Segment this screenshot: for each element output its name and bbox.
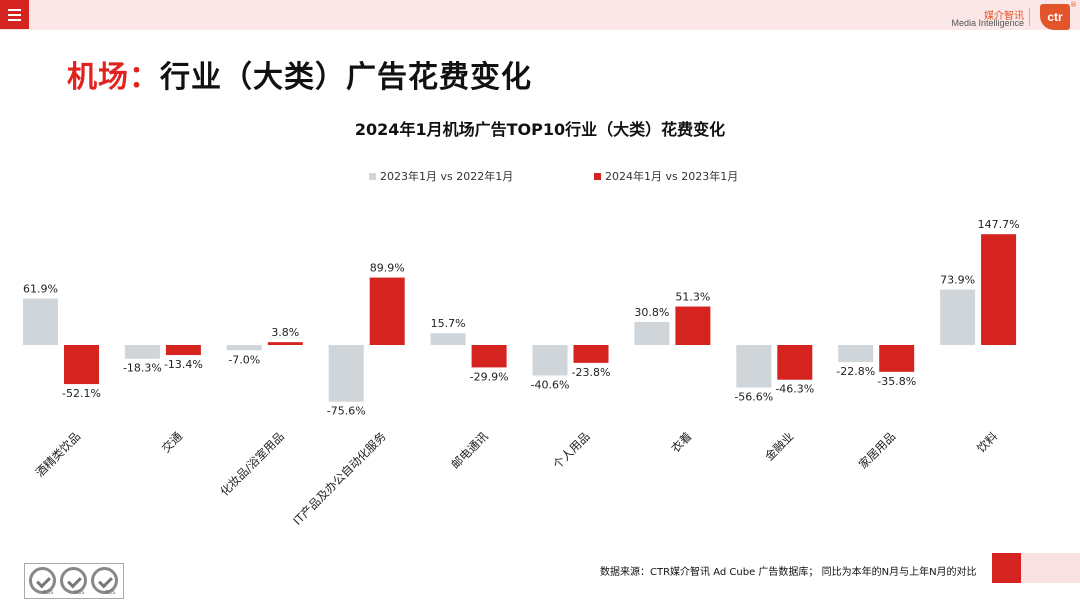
data-label-1-0: 61.9% [23,283,58,296]
sgs-certification-logos: SGS SGS SGS [24,563,124,599]
legend-swatch-red [594,172,601,180]
sgs-check-icon [29,567,56,594]
logo-registered-mark: ® [1070,1,1077,9]
page-title-rest: 行业（大类）广告花费变化 [160,60,532,95]
sgs-label: SGS [74,590,85,596]
category-label-2: 化妆品/浴室用品 [217,429,287,499]
data-label-2-7: -46.3% [775,383,814,396]
sgs-check-icon [91,567,118,594]
footer-accent-red [992,553,1021,583]
data-label-2-6: 51.3% [675,291,710,304]
chart-title: 2024年1月机场广告TOP10行业（大类）花费变化 [354,120,726,139]
data-label-1-2: -7.0% [228,353,260,366]
bar-2-3 [369,277,405,345]
bar-1-5 [532,345,568,376]
bar-2-8 [879,345,915,372]
data-label-2-9: 147.7% [978,218,1020,231]
ctr-logo: 媒介智讯 Media Intelligence ctr ® [945,1,1077,30]
data-label-1-1: -18.3% [123,362,162,375]
sgs-label: SGS [105,590,116,596]
data-label-2-4: -29.9% [470,370,509,383]
data-label-1-9: 73.9% [940,274,975,287]
data-label-2-8: -35.8% [877,375,916,388]
page-title: 机场：行业（大类）广告花费变化 [67,52,532,96]
top-bar [0,0,1080,30]
sgs-check-icon [60,567,87,594]
bar-2-1 [165,345,201,356]
bar-2-4 [471,345,507,368]
bar-1-3 [328,345,364,402]
legend-item-series-2: 2024年1月 vs 2023年1月 [594,168,738,184]
bar-2-9 [981,234,1017,345]
data-label-2-5: -23.8% [572,366,611,379]
bar-1-9 [940,289,976,345]
bar-2-2 [267,342,303,345]
legend-item-series-1: 2023年1月 vs 2022年1月 [369,168,513,184]
category-label-7: 金融业 [762,429,796,463]
menu-icon-line [8,9,21,11]
bar-1-1 [124,345,160,359]
bar-2-0 [64,345,99,385]
menu-icon-line [8,14,21,16]
menu-button[interactable] [0,0,29,29]
data-label-1-7: -56.6% [734,390,773,403]
legend-label-series-2: 2024年1月 vs 2023年1月 [605,170,739,183]
legend-swatch-gray [369,172,376,180]
category-label-4: 邮电通讯 [448,429,491,472]
bar-1-8 [838,345,874,363]
data-label-1-6: 30.8% [634,306,669,319]
data-label-2-2: 3.8% [271,326,299,339]
page-title-accent: 机场： [67,60,160,95]
data-label-1-8: -22.8% [836,365,875,378]
bar-1-4 [430,333,466,345]
data-label-2-3: 89.9% [370,262,405,275]
category-label-9: 饮料 [974,429,1001,456]
bar-1-7 [736,345,772,388]
bar-2-6 [675,306,711,345]
category-label-6: 衣着 [668,429,694,455]
logo-separator [1029,8,1030,26]
logo-badge: ctr [1040,4,1070,30]
category-label-5: 个人用品 [550,429,592,471]
sgs-label: SGS [43,590,54,596]
category-label-0: 酒精类饮品 [33,429,84,480]
category-label-8: 家居用品 [856,429,898,471]
menu-icon-line [8,19,21,21]
category-label-3: IT产品及办公自动化服务 [290,429,389,528]
data-label-2-0: -52.1% [62,387,101,400]
data-label-1-5: -40.6% [531,378,570,391]
logo-en-text: Media Intelligence [951,18,1024,28]
data-label-1-4: 15.7% [431,317,466,330]
bar-2-5 [573,345,609,363]
bar-chart: 61.9% -52.1% 酒精类饮品 -18.3% -13.4% 交通 -7.0% 3.8% 化… [23,218,1020,528]
logo-cn-text: 媒介智讯 [984,11,1024,22]
data-label-2-1: -13.4% [164,358,203,371]
bar-1-6 [634,321,670,345]
bar-2-7 [777,345,813,380]
data-source-note: 数据来源：CTR媒介智讯 Ad Cube 广告数据库； 同比为本年的N月与上年N… [600,567,977,578]
bar-1-0 [23,298,58,345]
category-label-1: 交通 [159,429,186,456]
data-label-1-3: -75.6% [327,405,366,418]
bar-1-2 [226,345,262,351]
legend-label-series-1: 2023年1月 vs 2022年1月 [380,170,514,183]
